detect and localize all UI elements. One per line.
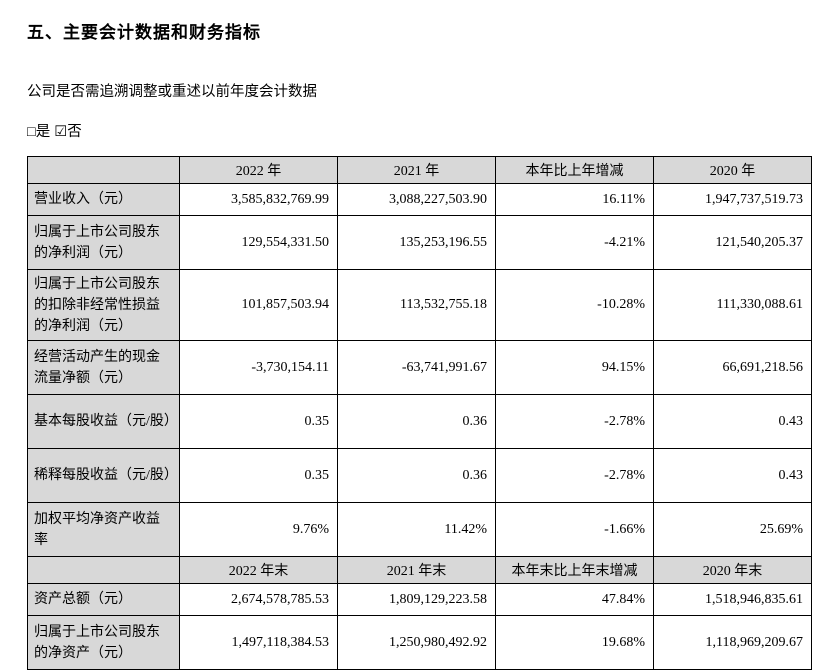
value-change: -10.28% (495, 269, 654, 341)
value-2022: 2,674,578,785.53 (179, 583, 338, 616)
table-row: 基本每股收益（元/股） 0.35 0.36 -2.78% 0.43 (27, 394, 812, 449)
value-change: -1.66% (495, 502, 654, 557)
table-row: 归属于上市公司股东的净利润（元） 129,554,331.50 135,253,… (27, 215, 812, 270)
header-2022-eoy: 2022 年末 (179, 556, 338, 584)
value-2021: 0.36 (337, 448, 496, 503)
value-2020: 1,118,969,209.67 (653, 615, 812, 670)
row-label: 稀释每股收益（元/股） (27, 448, 180, 503)
value-2020: 111,330,088.61 (653, 269, 812, 341)
value-2021: 1,250,980,492.92 (337, 615, 496, 670)
row-label: 基本每股收益（元/股） (27, 394, 180, 449)
checkbox-line: □是 ☑否 (27, 120, 812, 141)
header-blank (27, 156, 180, 184)
value-2022: 0.35 (179, 394, 338, 449)
value-2020: 121,540,205.37 (653, 215, 812, 270)
header-2022: 2022 年 (179, 156, 338, 184)
header-2021-eoy: 2021 年末 (337, 556, 496, 584)
checkbox-no: ☑否 (54, 124, 82, 140)
value-2020: 66,691,218.56 (653, 340, 812, 395)
row-label: 营业收入（元） (27, 183, 180, 216)
row-label: 资产总额（元） (27, 583, 180, 616)
financial-indicators-table: 2022 年 2021 年 本年比上年增减 2020 年 营业收入（元） 3,5… (27, 156, 812, 670)
value-change: 47.84% (495, 583, 654, 616)
table-row: 加权平均净资产收益率 9.76% 11.42% -1.66% 25.69% (27, 502, 812, 557)
value-2021: 1,809,129,223.58 (337, 583, 496, 616)
header-2021: 2021 年 (337, 156, 496, 184)
value-2021: 0.36 (337, 394, 496, 449)
row-label: 归属于上市公司股东的净资产（元） (27, 615, 180, 670)
header-blank (27, 556, 180, 584)
table-row: 经营活动产生的现金流量净额（元） -3,730,154.11 -63,741,9… (27, 340, 812, 395)
value-2021: 135,253,196.55 (337, 215, 496, 270)
value-2022: 3,585,832,769.99 (179, 183, 338, 216)
value-change: 16.11% (495, 183, 654, 216)
table-row: 归属于上市公司股东的净资产（元） 1,497,118,384.53 1,250,… (27, 615, 812, 670)
checkbox-yes: □是 (27, 124, 51, 140)
value-change: -4.21% (495, 215, 654, 270)
value-change: -2.78% (495, 394, 654, 449)
value-2020: 1,518,946,835.61 (653, 583, 812, 616)
row-label: 加权平均净资产收益率 (27, 502, 180, 557)
value-2020: 0.43 (653, 448, 812, 503)
table-row: 稀释每股收益（元/股） 0.35 0.36 -2.78% 0.43 (27, 448, 812, 503)
header-yoy-change: 本年比上年增减 (495, 156, 654, 184)
value-2020: 0.43 (653, 394, 812, 449)
section-title: 五、主要会计数据和财务指标 (27, 23, 261, 42)
value-2022: 1,497,118,384.53 (179, 615, 338, 670)
row-label: 归属于上市公司股东的扣除非经常性损益的净利润（元） (27, 269, 180, 341)
value-2021: 113,532,755.18 (337, 269, 496, 341)
restatement-question: 公司是否需追溯调整或重述以前年度会计数据 (27, 84, 317, 100)
value-2022: 9.76% (179, 502, 338, 557)
header-2020-eoy: 2020 年末 (653, 556, 812, 584)
value-2020: 25.69% (653, 502, 812, 557)
table-header-annual: 2022 年 2021 年 本年比上年增减 2020 年 (27, 156, 812, 184)
row-label: 归属于上市公司股东的净利润（元） (27, 215, 180, 270)
row-label: 经营活动产生的现金流量净额（元） (27, 340, 180, 395)
header-2020: 2020 年 (653, 156, 812, 184)
value-2021: 11.42% (337, 502, 496, 557)
table-header-end-of-year: 2022 年末 2021 年末 本年末比上年末增减 2020 年末 (27, 556, 812, 584)
table-row: 资产总额（元） 2,674,578,785.53 1,809,129,223.5… (27, 583, 812, 616)
value-change: 19.68% (495, 615, 654, 670)
value-2021: -63,741,991.67 (337, 340, 496, 395)
value-2022: 0.35 (179, 448, 338, 503)
table-row: 归属于上市公司股东的扣除非经常性损益的净利润（元） 101,857,503.94… (27, 269, 812, 341)
value-2022: 129,554,331.50 (179, 215, 338, 270)
value-2022: 101,857,503.94 (179, 269, 338, 341)
header-eoy-change: 本年末比上年末增减 (495, 556, 654, 584)
table-row: 营业收入（元） 3,585,832,769.99 3,088,227,503.9… (27, 183, 812, 216)
value-change: 94.15% (495, 340, 654, 395)
value-2020: 1,947,737,519.73 (653, 183, 812, 216)
value-2021: 3,088,227,503.90 (337, 183, 496, 216)
value-2022: -3,730,154.11 (179, 340, 338, 395)
value-change: -2.78% (495, 448, 654, 503)
